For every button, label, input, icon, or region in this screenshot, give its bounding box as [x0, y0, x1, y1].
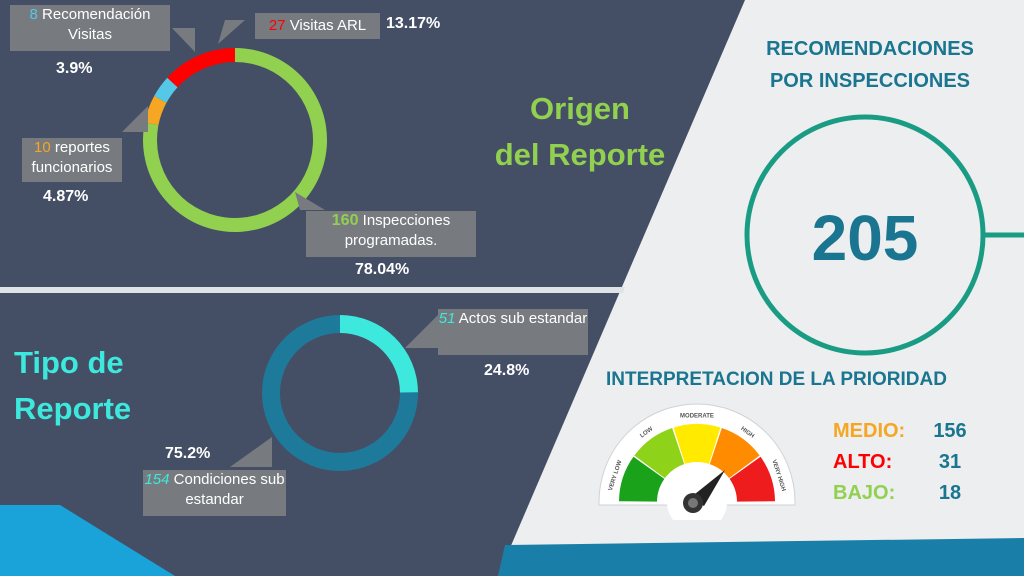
corner-accent-right [498, 538, 1024, 576]
gauge-segment-2 [634, 428, 685, 479]
tipo-title-line2: Reporte [14, 391, 132, 426]
count-funcionarios: 10 [34, 139, 51, 156]
prioridad-value-2: 31 [938, 451, 962, 473]
pointer-funcionarios [122, 106, 148, 132]
pointer-inspecciones [295, 192, 325, 210]
prioridad-label-2: ALTO: [833, 451, 893, 473]
recomendaciones-title-line1: RECOMENDACIONES [766, 38, 974, 60]
prioridad-label-1: MEDIO: [833, 420, 906, 442]
gauge-pivot-inner [688, 498, 698, 508]
total-recomendaciones: 205 [811, 202, 919, 274]
gauge-segment-1 [619, 456, 665, 502]
recomendaciones-title: RECOMENDACIONES POR INSPECCIONES [730, 33, 1010, 97]
callout-recomendacion: 8 Recomendación Visitas [10, 5, 170, 51]
pct-condiciones: 75.2% [165, 445, 211, 462]
tipo-title-line1: Tipo de [14, 345, 124, 380]
label-inspecciones: Inspecciones programadas. [344, 212, 451, 249]
tipo-title: Tipo de Reporte [14, 340, 131, 432]
tipo-donut-chart [262, 315, 418, 471]
count-condiciones: 154 [144, 471, 170, 488]
callout-actos: 51 Actos sub estandar [438, 309, 588, 355]
origin-title-line1: Origen [530, 91, 630, 126]
label-condiciones: Condiciones sub estandar [173, 471, 285, 508]
label-actos: Actos sub estandar [458, 310, 588, 327]
callout-pointers [122, 20, 438, 467]
gauge-segment-3 [673, 424, 721, 464]
corner-accent-left [0, 505, 175, 576]
prioridad-value-1: 156 [933, 420, 967, 442]
pointer-condiciones [230, 437, 272, 467]
pointer-arl [218, 20, 245, 44]
label-arl: Visitas ARL [289, 17, 367, 34]
gauge-label-3: MODERATE [680, 414, 714, 420]
tipo-donut-slice-1 [340, 315, 418, 393]
pointer-actos [405, 315, 438, 348]
callout-condiciones: 154 Condiciones sub estandar [143, 470, 286, 516]
prioridad-value-3: 18 [938, 482, 962, 504]
label-funcionarios: reportes funcionarios [31, 139, 113, 176]
origin-donut-slice-2 [144, 96, 167, 126]
count-inspecciones: 160 [331, 212, 359, 229]
label-recomendacion: Recomendación Visitas [42, 6, 151, 43]
pointer-recomendacion [172, 28, 195, 52]
gauge-segment-4 [709, 428, 760, 479]
origin-title-line2: del Reporte [494, 137, 666, 172]
panel-divider [0, 287, 625, 293]
pct-funcionarios: 4.87% [43, 188, 89, 205]
pct-inspecciones: 78.04% [355, 261, 410, 278]
total-circle-graphic [744, 114, 1024, 356]
count-actos: 51 [438, 310, 456, 327]
prioridad-title: INTERPRETACION DE LA PRIORIDAD [606, 369, 947, 390]
count-arl: 27 [268, 17, 286, 34]
pct-actos: 24.8% [484, 362, 530, 379]
callout-inspecciones: 160 Inspecciones programadas. [306, 211, 476, 257]
prioridad-label-3: BAJO: [833, 482, 896, 504]
callout-arl: 27 Visitas ARL [255, 13, 380, 39]
gauge-segment-5 [729, 456, 775, 502]
pct-recomendacion: 3.9% [56, 60, 93, 77]
origin-donut-slice-3 [154, 77, 178, 103]
callout-funcionarios: 10 reportes funcionarios [22, 138, 122, 182]
count-recomendacion: 8 [29, 6, 38, 23]
recomendaciones-title-line2: POR INSPECCIONES [769, 70, 971, 92]
origin-donut-chart [143, 48, 327, 233]
origin-title: Origen del Reporte [480, 86, 680, 178]
pct-arl: 13.17% [386, 15, 441, 32]
origin-donut-slice-4 [167, 48, 235, 88]
